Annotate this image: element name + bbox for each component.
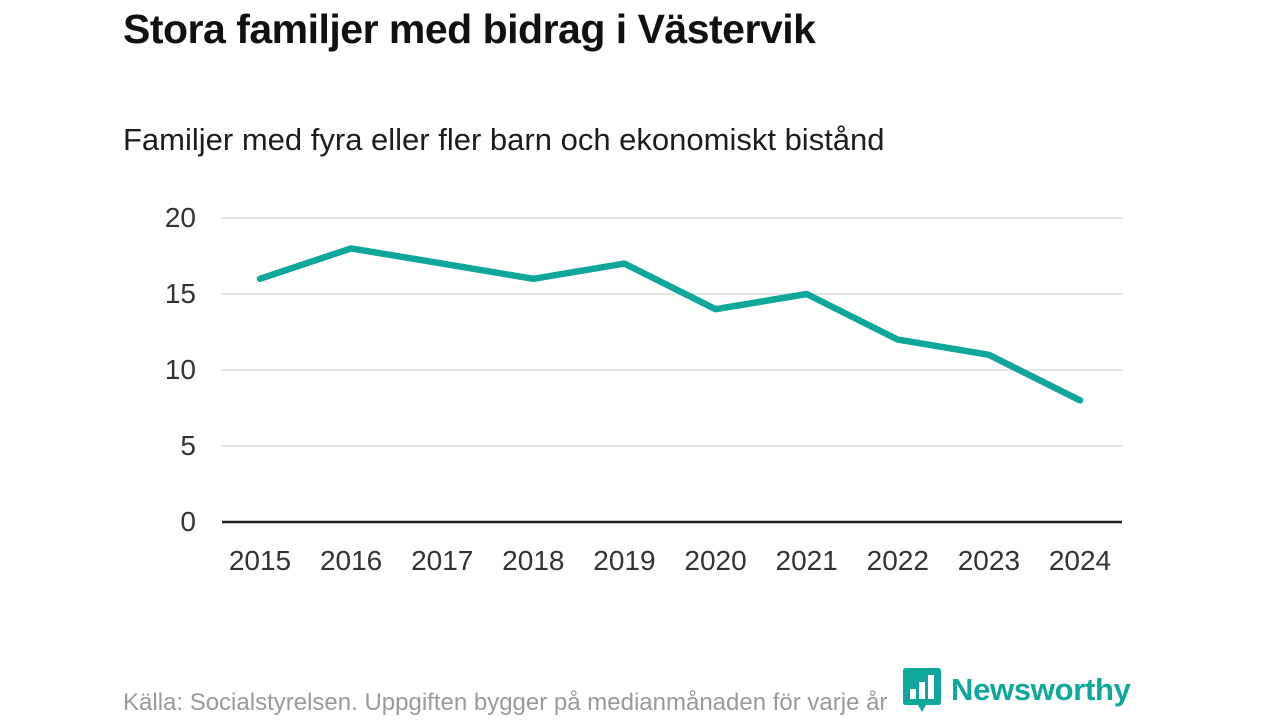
chart-title: Stora familjer med bidrag i Västervik bbox=[123, 6, 816, 52]
y-axis-label: 20 bbox=[165, 202, 196, 233]
newsworthy-wordmark: Newsworthy bbox=[951, 672, 1131, 707]
y-axis-label: 15 bbox=[165, 278, 196, 309]
y-axis-label: 10 bbox=[165, 354, 196, 385]
bar-chart-badge-icon bbox=[903, 668, 941, 712]
y-axis-label: 0 bbox=[180, 506, 196, 537]
x-axis-label: 2019 bbox=[593, 545, 655, 576]
x-axis-label: 2018 bbox=[502, 545, 564, 576]
chart-line bbox=[256, 245, 1084, 404]
y-axis-label: 5 bbox=[180, 430, 196, 461]
x-axis-label: 2022 bbox=[867, 545, 929, 576]
x-axis-label: 2020 bbox=[684, 545, 746, 576]
chart-subtitle: Familjer med fyra eller fler barn och ek… bbox=[123, 122, 885, 157]
x-axis-label: 2023 bbox=[958, 545, 1020, 576]
newsworthy-logo: Newsworthy bbox=[903, 668, 1131, 712]
x-axis-label: 2017 bbox=[411, 545, 473, 576]
x-axis-label: 2015 bbox=[229, 545, 291, 576]
x-axis-label: 2021 bbox=[776, 545, 838, 576]
x-axis-label: 2024 bbox=[1049, 545, 1111, 576]
source-note: Källa: Socialstyrelsen. Uppgiften bygger… bbox=[123, 689, 888, 716]
x-axis-label: 2016 bbox=[320, 545, 382, 576]
